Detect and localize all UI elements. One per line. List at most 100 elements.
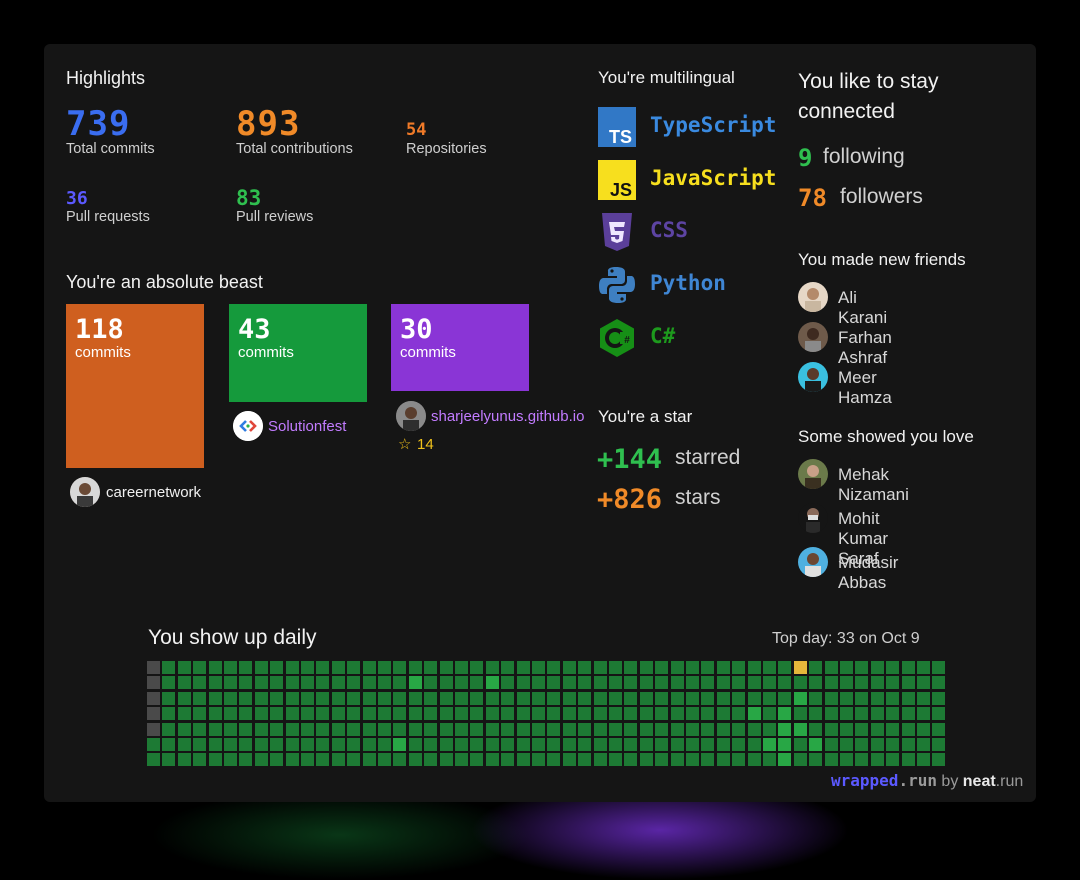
- heatmap-cell: [809, 691, 823, 705]
- heatmap-cell: [609, 722, 622, 736]
- heatmap-cell: [316, 691, 330, 705]
- heatmap-cell: [224, 738, 237, 751]
- heatmap-cell: [393, 691, 407, 705]
- heatmap-cell: [655, 738, 669, 751]
- heatmap-cell: [516, 661, 530, 674]
- heatmap-cell: [624, 722, 638, 736]
- followers-value: 78: [798, 184, 827, 212]
- stars-value: +826: [597, 484, 663, 515]
- javascript-icon: JS: [598, 160, 636, 200]
- footer-credit[interactable]: wrapped.run by neat.run: [831, 771, 1023, 791]
- heatmap-cell: [763, 661, 776, 674]
- heatmap-cell: [177, 691, 191, 705]
- total-contributions-label: Total contributions: [236, 141, 353, 157]
- heatmap-cell: [917, 722, 930, 736]
- heatmap-cell: [562, 691, 576, 705]
- heatmap-cell: [254, 753, 268, 767]
- heatmap-cell: [778, 707, 792, 721]
- heatmap-cell: [701, 753, 715, 767]
- heatmap-cell: [917, 661, 930, 674]
- heatmap-cell: [362, 676, 376, 690]
- heatmap-cell: [316, 722, 330, 736]
- heatmap-cell: [901, 722, 915, 736]
- heatmap-cell: [901, 691, 915, 705]
- heatmap-cell: [239, 691, 253, 705]
- heatmap-cell: [855, 707, 869, 721]
- heatmap-cell: [778, 738, 792, 751]
- beast-title: You're an absolute beast: [66, 272, 263, 292]
- repo-name-careernetwork[interactable]: careernetwork: [106, 484, 202, 501]
- heatmap-cell: [809, 722, 823, 736]
- heatmap-cell: [393, 738, 407, 751]
- repo-name-solutionfest[interactable]: Solutionfest: [268, 418, 347, 435]
- heatmap-cell: [547, 676, 561, 690]
- neat-run-text: .run: [995, 773, 1024, 790]
- heatmap-cell: [254, 722, 268, 736]
- heatmap-cell: [747, 707, 761, 721]
- heatmap-cell: [408, 707, 422, 721]
- heatmap-cell: [270, 676, 284, 690]
- heatmap-cell: [254, 707, 268, 721]
- heatmap-cell: [485, 738, 499, 751]
- heatmap-cell: [562, 738, 576, 751]
- repo-name-sharjeelyunus[interactable]: sharjeelyunus.github.io: [431, 408, 585, 425]
- heatmap-cell: [331, 707, 345, 721]
- heatmap-cell: [793, 661, 807, 674]
- heatmap-cell: [932, 738, 946, 751]
- heatmap-cell: [347, 691, 361, 705]
- heatmap-cell: [562, 722, 576, 736]
- stars-label: stars: [675, 486, 721, 509]
- heatmap-cell: [824, 722, 838, 736]
- heatmap-cell: [316, 738, 330, 751]
- heatmap-cell: [470, 738, 484, 751]
- heatmap-cell: [686, 738, 699, 751]
- heatmap-cell: [686, 676, 699, 690]
- heatmap-cell: [809, 738, 823, 751]
- heatmap-cell: [254, 661, 268, 674]
- heatmap-cell: [393, 676, 407, 690]
- heatmap-cell: [763, 691, 776, 705]
- heatmap-cell: [793, 722, 807, 736]
- heatmap-cell: [455, 738, 468, 751]
- heatmap-cell: [162, 753, 176, 767]
- heatmap-cell: [824, 753, 838, 767]
- heatmap-cell: [793, 753, 807, 767]
- heatmap-cell: [855, 661, 869, 674]
- heatmap-cell: [809, 707, 823, 721]
- multilingual-title: You're multilingual: [598, 68, 735, 87]
- heatmap-cell: [686, 661, 699, 674]
- heatmap-cell: [408, 676, 422, 690]
- heatmap-cell: [485, 691, 499, 705]
- heatmap-cell: [408, 738, 422, 751]
- heatmap-cell: [162, 707, 176, 721]
- avatar: [798, 322, 828, 352]
- heatmap-cell: [655, 707, 669, 721]
- heatmap-cell: [593, 738, 607, 751]
- heatmap-cell: [763, 738, 776, 751]
- repo-sharjeelyunus-bar: 30 commits: [391, 304, 529, 391]
- heatmap-cell: [716, 753, 730, 767]
- heatmap-cell: [763, 707, 776, 721]
- heatmap-cell: [824, 738, 838, 751]
- heatmap-cell: [147, 707, 160, 721]
- heatmap-cell: [532, 691, 545, 705]
- repo-commit-count: 43: [238, 314, 271, 345]
- heatmap-cell: [870, 722, 884, 736]
- heatmap-cell: [624, 676, 638, 690]
- heatmap-cell: [578, 707, 592, 721]
- love-title: Some showed you love: [798, 427, 974, 446]
- heatmap-cell: [347, 661, 361, 674]
- avatar: [798, 547, 828, 577]
- following-value: 9: [798, 144, 813, 172]
- heatmap-cell: [917, 738, 930, 751]
- heatmap-cell: [609, 661, 622, 674]
- heatmap-cell: [624, 707, 638, 721]
- pull-requests-value: 36: [66, 188, 88, 209]
- heatmap-cell: [193, 738, 207, 751]
- heatmap-cell: [639, 676, 653, 690]
- heatmap-cell: [870, 691, 884, 705]
- starred-value: +144: [597, 444, 663, 475]
- heatmap-cell: [609, 676, 622, 690]
- repositories-value: 54: [406, 120, 427, 140]
- heatmap-cell: [716, 676, 730, 690]
